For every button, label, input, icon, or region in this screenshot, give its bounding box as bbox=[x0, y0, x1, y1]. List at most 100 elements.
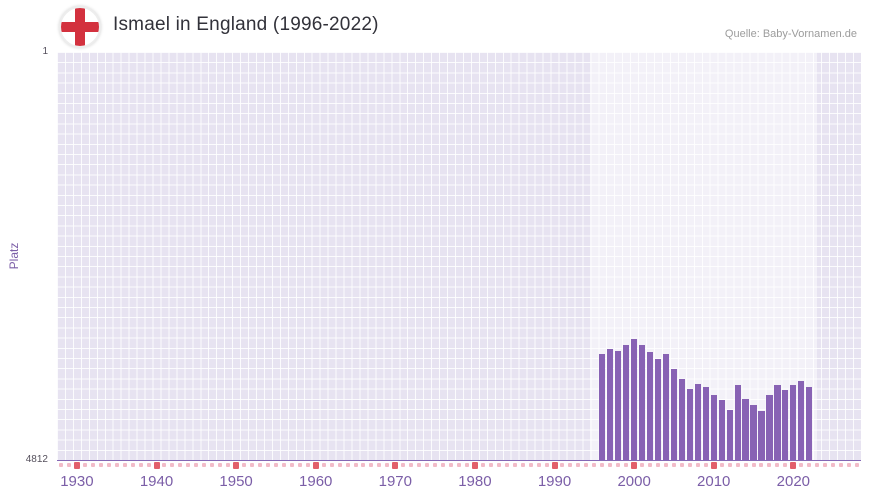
bar-2000[interactable] bbox=[631, 339, 638, 460]
x-tick-minor bbox=[520, 463, 525, 467]
x-tick-minor bbox=[265, 463, 270, 467]
bar-2001[interactable] bbox=[638, 345, 646, 460]
x-tick-minor bbox=[759, 463, 764, 467]
bar-1999[interactable] bbox=[623, 344, 630, 460]
x-tick-minor bbox=[58, 463, 63, 467]
x-tick-minor bbox=[695, 463, 700, 467]
bar-2003[interactable] bbox=[654, 358, 662, 460]
x-tick-minor bbox=[839, 463, 844, 467]
bar-2002[interactable] bbox=[646, 352, 654, 460]
x-tick-minor bbox=[656, 463, 660, 467]
x-tick-minor bbox=[377, 463, 382, 467]
x-tick-minor bbox=[218, 463, 223, 467]
x-tick-minor bbox=[273, 463, 278, 467]
x-tick-minor bbox=[847, 463, 852, 467]
x-tick-minor bbox=[170, 463, 175, 467]
x-tick-major bbox=[790, 462, 797, 469]
x-tick-minor bbox=[648, 463, 653, 467]
bar-2008[interactable] bbox=[694, 384, 701, 460]
x-tick-minor bbox=[106, 463, 111, 467]
x-tick-minor bbox=[114, 463, 119, 467]
bar-2004[interactable] bbox=[662, 353, 670, 460]
plot-area bbox=[57, 52, 861, 460]
x-tick-minor bbox=[799, 463, 804, 467]
source-credit: Quelle: Baby-Vornamen.de bbox=[724, 28, 857, 40]
x-tick-minor bbox=[329, 463, 334, 467]
x-tick-minor bbox=[807, 463, 812, 467]
bar-2018[interactable] bbox=[774, 385, 781, 460]
x-tick-minor bbox=[576, 463, 581, 467]
bar-2017[interactable] bbox=[766, 394, 773, 460]
x-tick-minor bbox=[743, 463, 748, 467]
x-tick-minor bbox=[409, 463, 414, 467]
y-axis-label-top: 1 bbox=[42, 46, 48, 57]
x-axis-label: 1930 bbox=[60, 473, 94, 490]
bar-2021[interactable] bbox=[798, 380, 805, 460]
x-tick-minor bbox=[441, 463, 446, 467]
x-axis-label: 1980 bbox=[458, 473, 492, 490]
x-tick-minor bbox=[417, 463, 422, 467]
x-axis-label: 1970 bbox=[378, 473, 412, 490]
bar-2009[interactable] bbox=[702, 386, 709, 460]
x-tick-minor bbox=[361, 463, 366, 467]
x-axis-label: 2000 bbox=[617, 473, 651, 490]
bar-2020[interactable] bbox=[790, 385, 797, 460]
x-tick-minor bbox=[663, 463, 668, 467]
x-tick-major bbox=[392, 462, 399, 469]
x-tick-major bbox=[73, 462, 80, 469]
x-tick-minor bbox=[122, 463, 127, 467]
x-tick-minor bbox=[226, 463, 231, 467]
bar-1996[interactable] bbox=[599, 353, 606, 460]
bar-2006[interactable] bbox=[678, 379, 685, 460]
x-axis-label: 1960 bbox=[299, 473, 333, 490]
bar-2011[interactable] bbox=[718, 399, 725, 460]
bar-2019[interactable] bbox=[782, 390, 789, 460]
x-tick-major bbox=[710, 462, 717, 469]
bar-2022[interactable] bbox=[806, 386, 813, 460]
x-tick-minor bbox=[66, 463, 71, 467]
x-tick-minor bbox=[242, 463, 247, 467]
bar-2013[interactable] bbox=[734, 385, 741, 460]
y-axis-label-bottom: 4812 bbox=[25, 454, 48, 465]
x-tick-minor bbox=[369, 463, 374, 467]
x-tick-minor bbox=[823, 463, 828, 467]
bar-1997[interactable] bbox=[607, 348, 614, 460]
x-tick-minor bbox=[536, 463, 541, 467]
x-tick-minor bbox=[679, 463, 684, 467]
x-tick-minor bbox=[425, 463, 430, 467]
bar-2007[interactable] bbox=[686, 389, 693, 460]
x-tick-minor bbox=[560, 463, 565, 467]
x-tick-minor bbox=[496, 463, 501, 467]
flag-cross-vertical bbox=[75, 8, 85, 46]
x-tick-major bbox=[312, 462, 319, 469]
y-axis-title: Platz bbox=[7, 242, 21, 270]
x-tick-minor bbox=[624, 463, 629, 467]
x-tick-minor bbox=[146, 463, 151, 467]
bar-2014[interactable] bbox=[742, 398, 749, 460]
x-tick-minor bbox=[337, 463, 342, 467]
x-tick-minor bbox=[687, 463, 692, 467]
x-tick-minor bbox=[528, 463, 533, 467]
bar-2015[interactable] bbox=[750, 404, 757, 460]
bar-2012[interactable] bbox=[726, 409, 733, 460]
x-tick-minor bbox=[512, 463, 517, 467]
bar-2016[interactable] bbox=[758, 410, 765, 460]
x-tick-minor bbox=[186, 463, 191, 467]
bar-2005[interactable] bbox=[670, 369, 678, 460]
x-tick-minor bbox=[353, 463, 358, 467]
x-axis-labels: 1930 1940 1950 1960 1970 1980 1990 2000 2010 2020 bbox=[57, 473, 861, 493]
x-axis-label: 1990 bbox=[537, 473, 572, 490]
x-tick-minor bbox=[178, 463, 183, 467]
x-tick-minor bbox=[783, 463, 788, 467]
bar-2010[interactable] bbox=[710, 394, 717, 460]
x-tick-minor bbox=[727, 463, 732, 467]
x-tick-minor bbox=[464, 463, 469, 467]
x-tick-minor bbox=[815, 463, 820, 467]
bar-1998[interactable] bbox=[615, 351, 622, 460]
x-tick-minor bbox=[703, 463, 708, 467]
x-axis-label: 1940 bbox=[139, 473, 174, 490]
x-axis-label: 2010 bbox=[697, 473, 731, 490]
x-tick-minor bbox=[719, 463, 724, 467]
x-tick-minor bbox=[504, 463, 509, 467]
